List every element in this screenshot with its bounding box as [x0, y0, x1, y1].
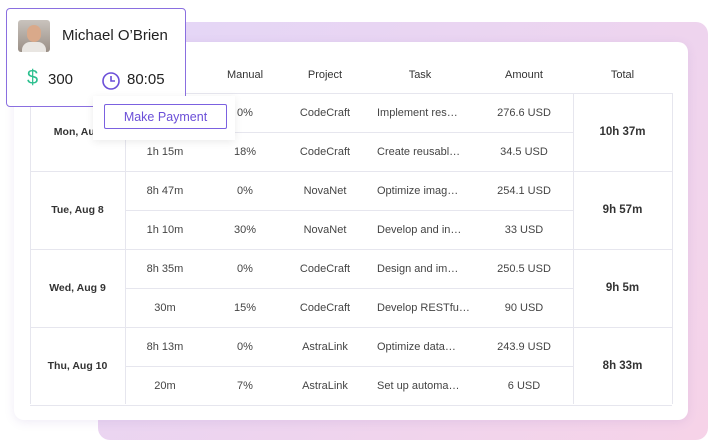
table-border	[672, 93, 673, 404]
avatar	[18, 20, 50, 52]
task-cell: Create reusabl…	[377, 145, 461, 158]
currency-icon: $	[27, 67, 39, 89]
balance: 300	[48, 71, 74, 88]
time-cell: 1h 15m	[146, 145, 184, 158]
time-cell: 1h 10m	[146, 223, 184, 236]
hours: 80:05	[127, 71, 165, 88]
date-cell: Tue, Aug 8	[51, 204, 104, 216]
profile-card: Michael O’Brien $ 300 80:05	[6, 8, 186, 107]
column-divider	[125, 93, 126, 404]
column-divider	[573, 93, 574, 404]
project-cell: NovaNet	[303, 184, 347, 197]
task-cell: Develop RESTfu…	[377, 301, 470, 314]
column-header: Total	[610, 69, 635, 81]
group-divider	[30, 171, 672, 172]
total-cell: 9h 57m	[602, 204, 643, 216]
time-cell: 30m	[154, 301, 176, 314]
amount-cell: 33 USD	[504, 223, 544, 236]
group-divider	[30, 249, 672, 250]
date-cell: Wed, Aug 9	[49, 282, 106, 294]
manual-cell: 0%	[237, 340, 253, 353]
button-popover	[93, 96, 235, 140]
row-divider	[125, 288, 573, 289]
total-cell: 9h 5m	[605, 282, 640, 294]
table-border	[30, 93, 31, 404]
time-cell: 20m	[154, 379, 176, 392]
time-cell: 8h 35m	[146, 262, 184, 275]
project-cell: CodeCraft	[299, 301, 351, 314]
avatar-body	[22, 42, 46, 52]
task-cell: Implement res…	[377, 106, 458, 119]
amount-cell: 6 USD	[507, 379, 541, 392]
date-cell: Mon, Aug	[53, 126, 102, 138]
project-cell: AstraLink	[302, 379, 348, 392]
group-divider	[30, 405, 672, 406]
amount-cell: 243.9 USD	[497, 340, 551, 353]
task-cell: Optimize imag…	[377, 184, 459, 197]
project-cell: AstraLink	[302, 340, 348, 353]
time-cell: 8h 47m	[146, 184, 184, 197]
column-header: Task	[408, 69, 432, 81]
amount-cell: 276.6 USD	[497, 106, 551, 119]
manual-cell: 7%	[237, 379, 253, 392]
task-cell: Design and im…	[377, 262, 459, 275]
amount-cell: 90 USD	[504, 301, 544, 314]
project-cell: CodeCraft	[299, 106, 351, 119]
amount-cell: 254.1 USD	[497, 184, 551, 197]
manual-cell: 0%	[237, 184, 253, 197]
project-cell: CodeCraft	[299, 145, 351, 158]
manual-cell: 0%	[237, 262, 253, 275]
table-border	[30, 93, 672, 94]
manual-cell: 0%	[237, 106, 253, 119]
time-cell: 8h 13m	[146, 340, 184, 353]
task-cell: Optimize data…	[377, 340, 456, 353]
user-name: Michael O’Brien	[62, 27, 168, 44]
task-cell: Set up automa…	[377, 379, 460, 392]
group-divider	[30, 327, 672, 328]
project-cell: NovaNet	[303, 223, 347, 236]
manual-cell: 30%	[233, 223, 257, 236]
total-cell: 10h 37m	[599, 126, 646, 138]
clock-icon	[102, 72, 120, 90]
total-cell: 8h 33m	[602, 360, 643, 372]
amount-cell: 34.5 USD	[500, 145, 548, 158]
column-header: Project	[307, 69, 343, 81]
row-divider	[125, 210, 573, 211]
make-payment-button[interactable]: Make Payment	[104, 104, 227, 129]
manual-cell: 15%	[233, 301, 257, 314]
row-divider	[125, 366, 573, 367]
row-divider	[125, 132, 573, 133]
task-cell: Develop and in…	[377, 223, 462, 236]
column-header: Manual	[226, 69, 264, 81]
avatar-face	[27, 25, 41, 42]
manual-cell: 18%	[233, 145, 257, 158]
project-cell: CodeCraft	[299, 262, 351, 275]
amount-cell: 250.5 USD	[497, 262, 551, 275]
date-cell: Thu, Aug 10	[47, 360, 108, 372]
column-header: Amount	[505, 69, 543, 81]
